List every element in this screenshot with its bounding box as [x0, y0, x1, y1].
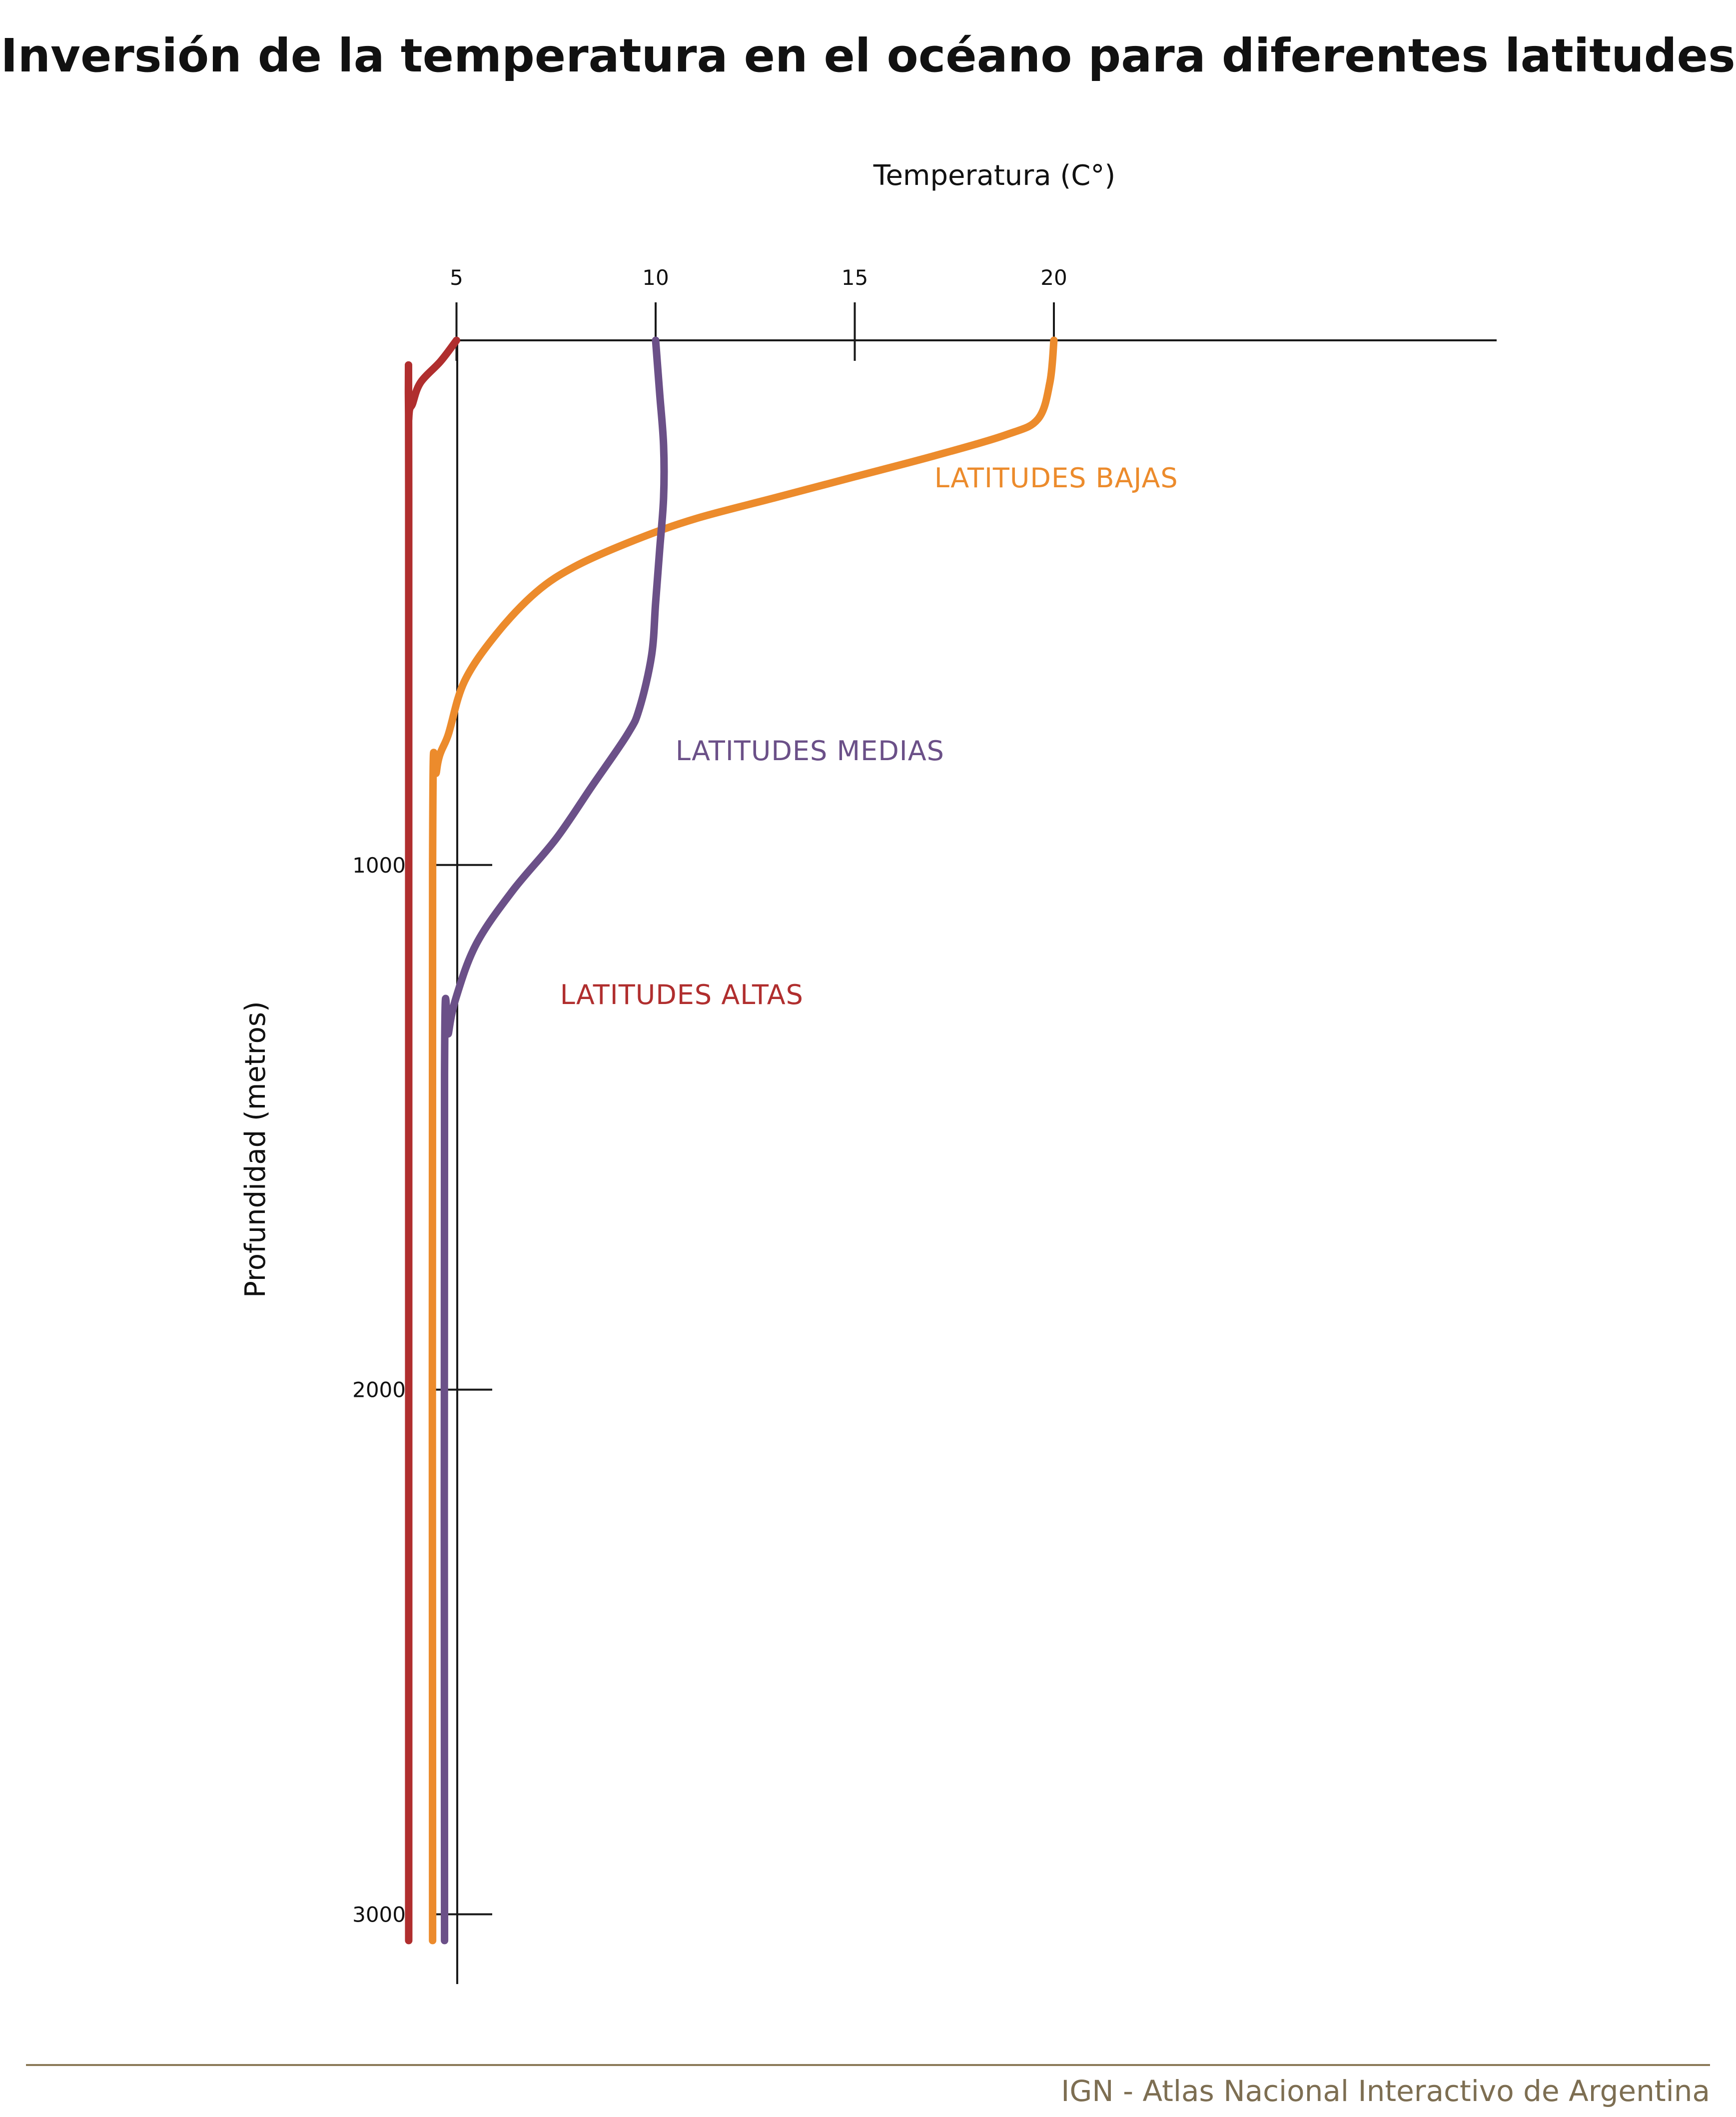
y-tick-label-2000: 2000 — [352, 1378, 406, 1402]
series-group — [404, 336, 1058, 1945]
series-line-latitudes-medias — [440, 336, 668, 1945]
series-label-latitudes-medias: LATITUDES MEDIAS — [676, 735, 944, 767]
x-tick-label-10: 10 — [642, 265, 669, 290]
series-line-latitudes-altas — [404, 336, 460, 1945]
axes: 5 10 15 20 1000 2000 3000 Temperatura (C°) Profu… — [239, 159, 1497, 1984]
x-axis-title: Temperatura (C°) — [873, 159, 1115, 192]
footer-divider — [26, 2064, 1710, 2066]
x-tick-label-20: 20 — [1040, 265, 1067, 290]
series-label-latitudes-bajas: LATITUDES BAJAS — [934, 462, 1178, 494]
x-tick-label-15: 15 — [842, 265, 868, 290]
y-tick-label-3000: 3000 — [352, 1902, 406, 1927]
y-tick-label-1000: 1000 — [352, 853, 406, 878]
series-line-latitudes-bajas — [428, 336, 1058, 1945]
y-axis-title: Profundidad (metros) — [239, 1001, 272, 1298]
x-tick-label-5: 5 — [450, 265, 463, 290]
page-title: Inversión de la temperatura en el océano… — [0, 29, 1736, 82]
series-label-latitudes-altas: LATITUDES ALTAS — [560, 979, 804, 1011]
footer-credit: IGN - Atlas Nacional Interactivo de Arge… — [1061, 2074, 1710, 2108]
labels-group: LATITUDES BAJAS LATITUDES MEDIAS LATITUDES… — [560, 462, 1178, 1011]
